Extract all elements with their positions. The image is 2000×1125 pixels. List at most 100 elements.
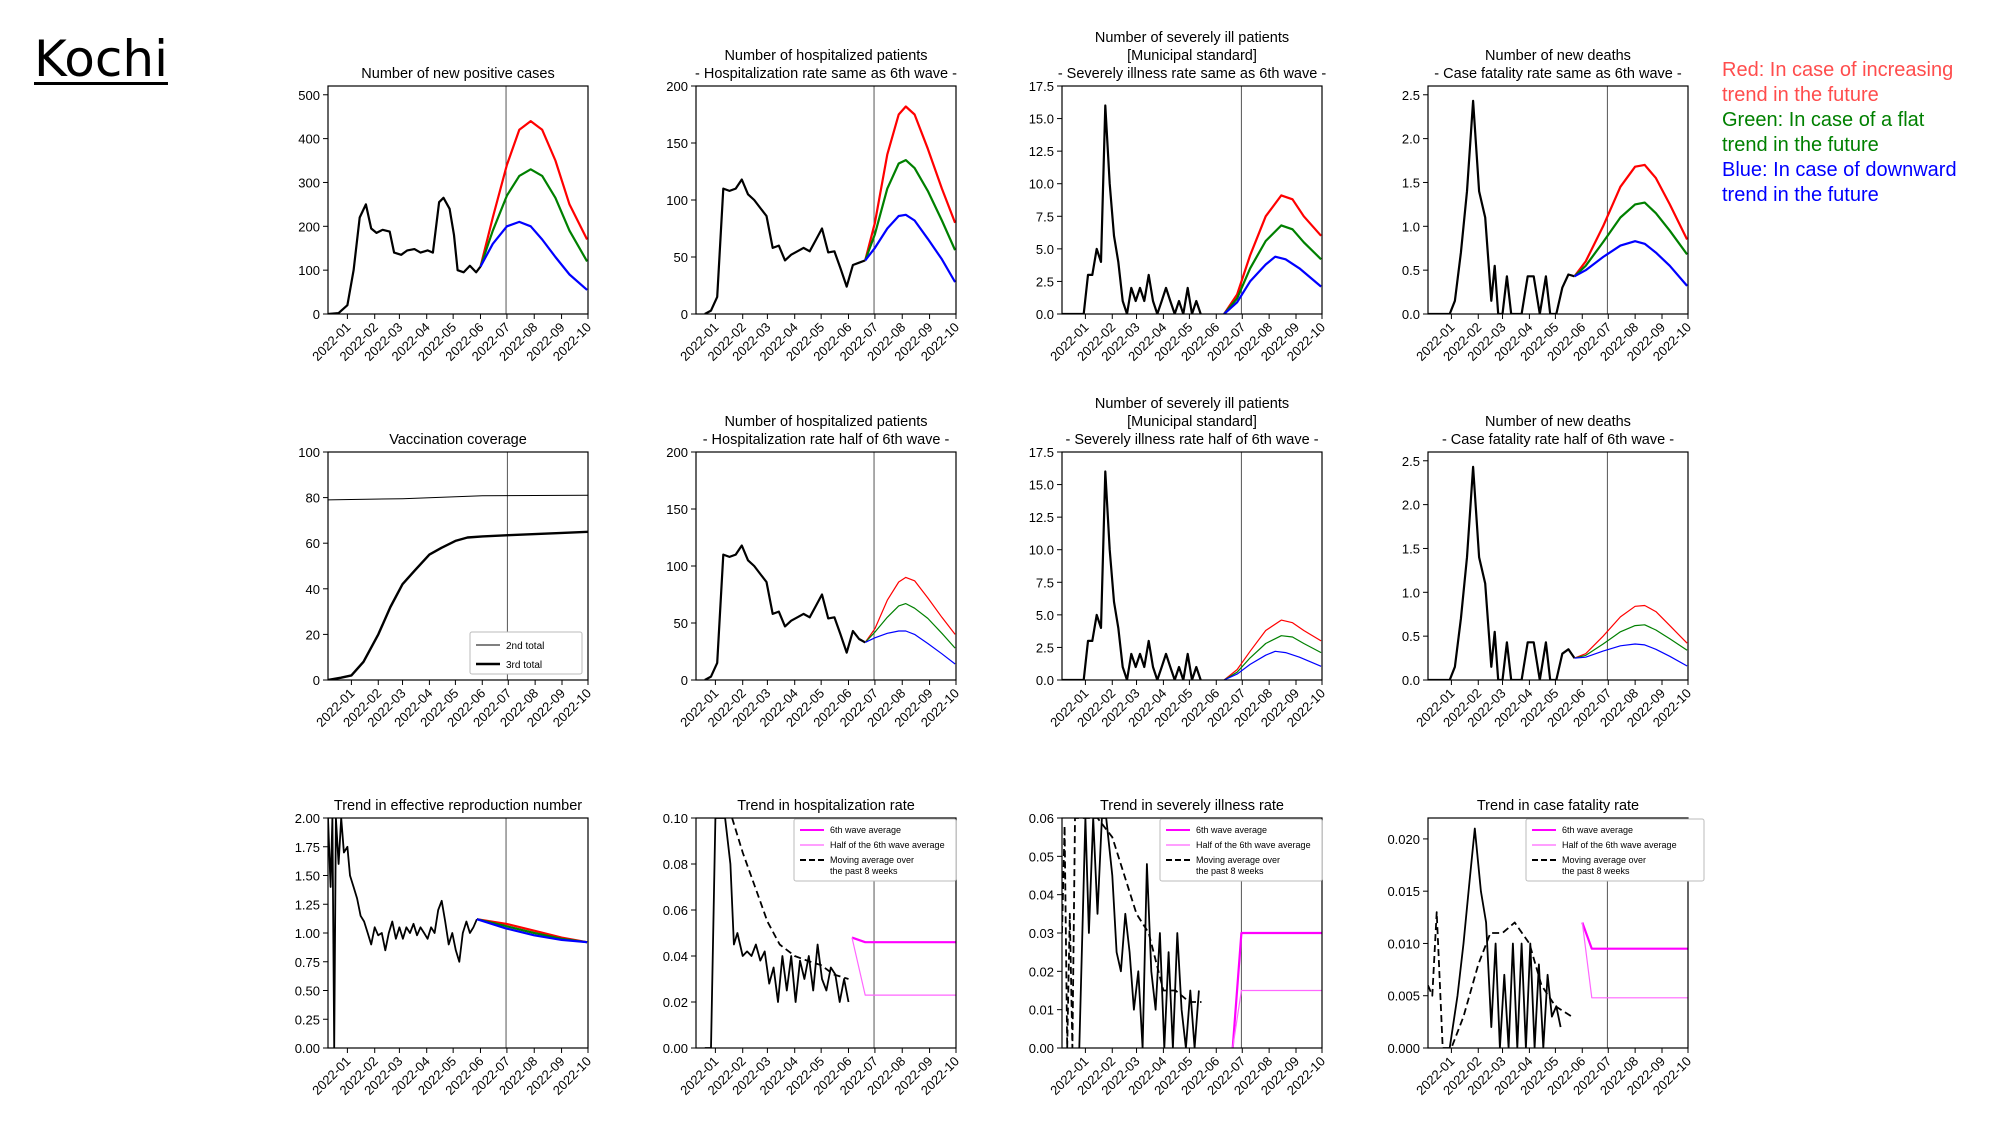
legend-red-line-1: Red: In case of increasing <box>1722 59 1954 81</box>
legend-blue-line-2: trend in the future <box>1722 184 1879 206</box>
series-line-3 <box>1574 624 1688 659</box>
series-line-2 <box>328 530 588 680</box>
legend-label: 2nd total <box>506 641 544 652</box>
y-tick-label: 1.0 <box>1402 219 1420 234</box>
y-tick-label: 1.5 <box>1402 175 1420 190</box>
chart-title-line: Number of hospitalized patients <box>724 48 927 64</box>
series-line-2 <box>479 120 588 267</box>
y-tick-label: 0 <box>681 307 688 322</box>
y-tick-label: 12.5 <box>1029 144 1054 159</box>
y-tick-label: 2.5 <box>1402 88 1420 103</box>
series-line-3 <box>864 159 956 261</box>
series-line-3 <box>864 603 956 649</box>
y-tick-label: 17.5 <box>1029 79 1054 94</box>
legend-blue-line-1: Blue: In case of downward <box>1722 159 1957 181</box>
chart-11: Trend in severely illness rate 0.00 0.01 0.… <box>1029 798 1328 1098</box>
y-tick-label: 1.5 <box>1402 541 1420 556</box>
chart-title-line: [Municipal standard] <box>1127 48 1257 64</box>
y-tick-label: 0.0 <box>1036 307 1054 322</box>
y-tick-label: 0.5 <box>1402 629 1420 644</box>
series-line-2 <box>1574 604 1688 659</box>
series-line-3 <box>1573 201 1688 278</box>
legend-label: Moving average over <box>1562 855 1646 865</box>
y-tick-label: 2.5 <box>1036 640 1054 655</box>
series-line-4 <box>851 937 956 996</box>
y-tick-label: 1.00 <box>295 926 320 941</box>
y-tick-label: 0.00 <box>663 1041 688 1056</box>
legend-red-line-2: trend in the future <box>1722 84 1879 106</box>
chart-title-line: Number of new positive cases <box>361 66 554 82</box>
legend-label: Half of the 6th wave average <box>1562 840 1677 850</box>
series-line-1 <box>1078 818 1200 1048</box>
y-tick-label: 0.06 <box>663 903 688 918</box>
series-line-4 <box>1574 643 1688 667</box>
y-tick-label: 0.5 <box>1402 263 1420 278</box>
y-tick-label: 100 <box>298 263 320 278</box>
y-tick-label: 0.01 <box>1029 1003 1054 1018</box>
y-tick-label: 0.02 <box>663 995 688 1010</box>
y-tick-label: 2.5 <box>1036 274 1054 289</box>
plot-frame <box>327 451 589 681</box>
series-line-4 <box>479 220 588 291</box>
y-tick-label: 0.08 <box>663 857 688 872</box>
y-tick-label: 200 <box>298 219 320 234</box>
chart-title-line: - Case fatality rate same as 6th wave - <box>1434 66 1682 82</box>
y-tick-label: 0.04 <box>663 949 688 964</box>
y-tick-label: 50 <box>674 250 688 265</box>
legend-label: Half of the 6th wave average <box>1196 840 1311 850</box>
y-tick-label: 5.0 <box>1036 608 1054 623</box>
y-tick-label: 17.5 <box>1029 445 1054 460</box>
legend-label: the past 8 weeks <box>1196 866 1264 876</box>
y-tick-label: 0.0 <box>1036 673 1054 688</box>
chart-9: Trend in effective reproduction number 0.… <box>295 798 594 1098</box>
chart-title-line: Number of hospitalized patients <box>724 414 927 430</box>
y-tick-label: 0.0 <box>1402 673 1420 688</box>
y-tick-label: 0 <box>681 673 688 688</box>
y-tick-label: 7.5 <box>1036 575 1054 590</box>
chart-7: Number of severely ill patients [Municipa… <box>1029 396 1328 730</box>
y-tick-label: 0.25 <box>295 1012 320 1027</box>
plot-frame <box>327 817 589 1049</box>
y-tick-label: 200 <box>666 445 688 460</box>
y-tick-label: 150 <box>666 502 688 517</box>
series-line-1 <box>704 544 866 680</box>
chart-title-line: Trend in effective reproduction number <box>334 798 582 814</box>
y-tick-label: 0 <box>313 673 320 688</box>
chart-title-line: Trend in hospitalization rate <box>737 798 915 814</box>
legend-label: the past 8 weeks <box>830 866 898 876</box>
y-tick-label: 0.00 <box>1029 1041 1054 1056</box>
y-tick-label: 20 <box>306 627 320 642</box>
series-line-1 <box>328 494 588 501</box>
series-line-1 <box>1428 465 1576 680</box>
series-line-1 <box>328 818 478 1048</box>
series-line-2 <box>864 105 956 261</box>
y-tick-label: 0.00 <box>295 1041 320 1056</box>
chart-title-line: Number of new deaths <box>1485 414 1631 430</box>
chart-4: Number of new deaths - Case fatality rate… <box>1402 48 1694 364</box>
y-tick-label: 40 <box>306 582 320 597</box>
series-line-2 <box>1573 163 1688 277</box>
legend-label: 6th wave average <box>1562 825 1633 835</box>
y-tick-label: 0.75 <box>295 955 320 970</box>
y-tick-label: 0.000 <box>1387 1041 1420 1056</box>
series-line-2 <box>1062 818 1202 1048</box>
chart-legend <box>1159 818 1323 882</box>
series-line-4 <box>1223 255 1322 314</box>
y-tick-label: 2.0 <box>1402 132 1420 147</box>
plot-frame <box>327 85 589 315</box>
chart-title-line: [Municipal standard] <box>1127 414 1257 430</box>
series-line-2 <box>1428 911 1573 1048</box>
y-tick-label: 0.0 <box>1402 307 1420 322</box>
y-tick-label: 0.10 <box>663 811 688 826</box>
series-line-2 <box>864 576 956 643</box>
y-tick-label: 100 <box>666 193 688 208</box>
chart-title-line: - Hospitalization rate same as 6th wave … <box>695 66 957 82</box>
chart-2: Number of hospitalized patients - Hospita… <box>666 48 962 364</box>
series-line-4 <box>1232 989 1322 1048</box>
series-line-1 <box>328 196 482 314</box>
legend-label: Half of the 6th wave average <box>830 840 945 850</box>
y-tick-label: 1.75 <box>295 840 320 855</box>
legend-label: 6th wave average <box>830 825 901 835</box>
chart-legend <box>1525 818 1705 882</box>
